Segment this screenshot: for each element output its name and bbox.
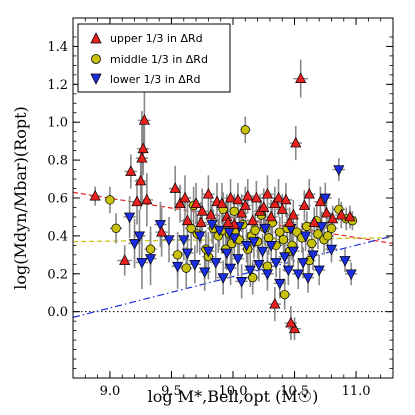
point-middle-4 [182, 264, 191, 273]
point-middle-47 [230, 207, 239, 216]
y-tick-label-3: 0.6 [47, 192, 68, 207]
x-tick-label-4: 11.0 [342, 384, 371, 399]
point-middle-50 [323, 232, 332, 241]
point-middle-45 [263, 262, 272, 271]
y-tick-label-6: 1.2 [47, 78, 68, 93]
y-tick-label-4: 0.8 [47, 154, 68, 169]
point-middle-22 [251, 226, 260, 235]
point-middle-37 [307, 239, 316, 248]
y-tick-label-2: 0.4 [47, 229, 68, 244]
point-middle-3 [173, 251, 182, 260]
x-axis-label: log M*,Bell,opt (M☉) [148, 387, 319, 406]
point-middle-2 [146, 245, 155, 254]
point-middle-30 [279, 235, 288, 244]
x-tick-label-0: 9.0 [100, 384, 121, 399]
point-middle-1 [112, 224, 121, 233]
y-tick-label-7: 1.4 [47, 40, 68, 55]
y-axis-label: log(Mdyn/Mbar)(Ropt) [11, 106, 30, 289]
legend-label-upper: upper 1/3 in ΔRd [110, 32, 203, 45]
point-middle-26 [264, 233, 273, 242]
legend-marker-middle [92, 55, 101, 64]
point-middle-43 [280, 290, 289, 299]
y-tick-label-0: 0.0 [47, 305, 68, 320]
point-middle-19 [241, 125, 250, 134]
y-tick-label-1: 0.2 [47, 267, 68, 282]
legend: upper 1/3 in ΔRd middle 1/3 in ΔRd lower… [78, 24, 230, 92]
legend-label-lower: lower 1/3 in ΔRd [110, 73, 200, 86]
point-middle-0 [106, 196, 115, 205]
legend-label-middle: middle 1/3 in ΔRd [110, 53, 208, 66]
y-tick-label-5: 1.0 [47, 116, 68, 131]
